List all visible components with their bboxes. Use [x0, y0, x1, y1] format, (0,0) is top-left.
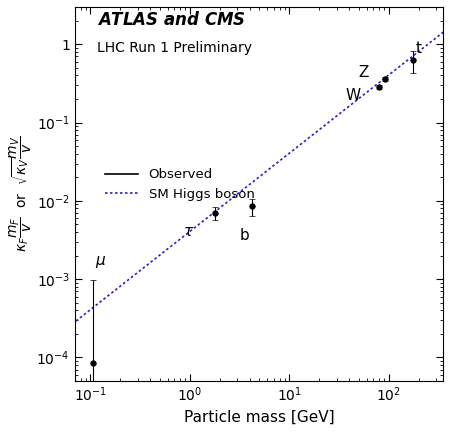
Text: $\tau$: $\tau$ — [183, 225, 194, 239]
Legend: Observed, SM Higgs boson: Observed, SM Higgs boson — [100, 163, 260, 206]
Text: t: t — [415, 41, 422, 56]
Text: W: W — [346, 88, 360, 103]
Text: b: b — [240, 228, 250, 243]
Text: $\bfit{ATLAS}$ and $\bfit{CMS}$: $\bfit{ATLAS}$ and $\bfit{CMS}$ — [97, 11, 246, 29]
X-axis label: Particle mass [GeV]: Particle mass [GeV] — [184, 410, 334, 425]
Text: $\mu$: $\mu$ — [95, 254, 106, 270]
Text: Z: Z — [359, 65, 369, 80]
Text: LHC Run 1 Preliminary: LHC Run 1 Preliminary — [97, 41, 252, 54]
Y-axis label: $\kappa_F \dfrac{m_F}{v}$  or  $\sqrt{\kappa_V} \dfrac{m_V}{v}$: $\kappa_F \dfrac{m_F}{v}$ or $\sqrt{\kap… — [7, 136, 34, 252]
